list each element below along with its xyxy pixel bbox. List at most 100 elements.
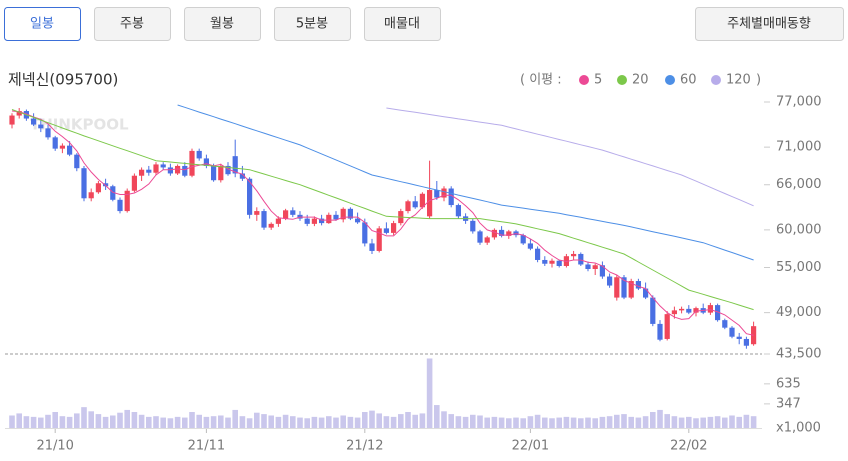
y-tick-label: 71,000 <box>776 140 822 155</box>
candle-body <box>477 231 483 243</box>
tab-monthly[interactable]: 월봉 <box>184 7 261 41</box>
volume-bar <box>66 416 73 428</box>
candle-body <box>412 201 418 208</box>
candle-body <box>693 308 699 313</box>
tab-weekly[interactable]: 주봉 <box>94 7 171 41</box>
volume-bar <box>513 417 519 428</box>
plot-area: 77,000 71,000 66,000 60,000 55,000 49,000 43,5… <box>5 95 822 454</box>
volume-bar <box>102 416 109 428</box>
candle-body <box>542 259 548 264</box>
volume-bar <box>326 416 332 428</box>
candle-body <box>117 199 123 212</box>
tab-5min[interactable]: 5분봉 <box>274 7 351 41</box>
candle-body <box>427 190 433 217</box>
tab-label[interactable]: 월봉 <box>210 17 234 32</box>
volume-bar <box>81 407 87 428</box>
moving-average-line <box>177 104 754 261</box>
candle-body <box>131 175 137 191</box>
volume-bar <box>30 416 37 428</box>
tab-label[interactable]: 5분봉 <box>296 17 328 32</box>
tab-label[interactable]: 매물대 <box>384 17 420 32</box>
volume-bar <box>542 417 548 428</box>
legend-marker <box>617 75 627 85</box>
volume-bar <box>189 412 195 428</box>
volume-bar <box>426 358 433 428</box>
candle-body <box>38 124 44 129</box>
volume-bar <box>74 413 80 428</box>
candle-body <box>635 281 641 289</box>
tab-label[interactable]: 주봉 <box>120 17 144 32</box>
volume-bar <box>707 416 714 428</box>
candle-body <box>74 154 80 169</box>
volume-bar <box>246 418 253 428</box>
candle-body <box>95 183 101 193</box>
volume-bar <box>729 415 735 428</box>
volume-bar <box>585 417 591 428</box>
candle-body <box>175 165 181 174</box>
x-tick-label: 22/01 <box>512 439 549 454</box>
x-tick-label: 21/12 <box>346 439 383 454</box>
candle-body <box>664 314 670 339</box>
candle-body <box>232 156 238 174</box>
volume-bar <box>570 417 577 428</box>
tab-volume-profile[interactable]: 매물대 <box>364 7 441 41</box>
y-tick-label: 60,000 <box>776 222 822 237</box>
volume-bar <box>563 416 570 428</box>
candle-body <box>311 218 317 224</box>
volume-bar <box>750 416 757 428</box>
chart-title: 제넥신(095700) <box>8 71 118 89</box>
volume-bar <box>614 414 620 428</box>
legend-label: 5 <box>594 73 602 88</box>
candle-body <box>369 243 375 251</box>
volume-bar <box>275 416 282 428</box>
tab-daily[interactable]: 일봉 <box>4 7 81 41</box>
candle-body <box>52 137 58 149</box>
candle-body <box>686 308 692 313</box>
volume-bar <box>124 409 130 428</box>
volume-bar <box>38 417 44 428</box>
volume-bar <box>556 417 562 428</box>
x-tick-label: 21/11 <box>188 439 225 454</box>
volume-bar <box>311 416 318 428</box>
x-tick-label: 22/02 <box>670 439 707 454</box>
candle-body <box>621 277 627 298</box>
candle-body <box>520 235 526 244</box>
volume-bar <box>210 416 217 428</box>
candle-body <box>707 305 713 313</box>
candle-body <box>470 220 476 232</box>
volume-bar <box>261 414 267 428</box>
volume-bar <box>599 416 606 428</box>
candle-body <box>729 327 735 337</box>
volume-bar <box>225 417 231 428</box>
candle-body <box>189 150 195 176</box>
candle-body <box>203 158 209 166</box>
volume-bar <box>678 417 685 428</box>
candle-body <box>254 211 260 215</box>
legend-marker <box>579 75 589 85</box>
candle-body <box>743 338 749 346</box>
candle-body <box>110 186 116 200</box>
volume-bar <box>664 414 670 428</box>
tab-label[interactable]: 일봉 <box>30 17 54 32</box>
candle-body <box>355 218 361 223</box>
volume-bar <box>484 417 490 428</box>
button-label[interactable]: 주체별매매동향 <box>727 17 811 32</box>
volume-bar <box>297 417 303 428</box>
volume-bar <box>153 416 159 428</box>
candle-body <box>239 173 245 179</box>
volume-bar <box>628 416 634 428</box>
candle-body <box>268 223 274 228</box>
candle-body <box>290 210 296 215</box>
y-tick-label: 77,000 <box>776 95 822 110</box>
volume-bar <box>470 414 476 428</box>
volume-bar <box>606 416 613 428</box>
y-tick-label: 55,000 <box>776 260 822 275</box>
volume-bar <box>592 418 598 428</box>
legend-marker <box>711 75 721 85</box>
candle-body <box>153 164 159 173</box>
volume-bar <box>218 415 224 428</box>
candle-body <box>340 208 346 220</box>
volume-bar <box>736 416 742 428</box>
volume-bar <box>506 418 512 428</box>
investor-button[interactable]: 주체별매매동향 <box>695 7 844 41</box>
